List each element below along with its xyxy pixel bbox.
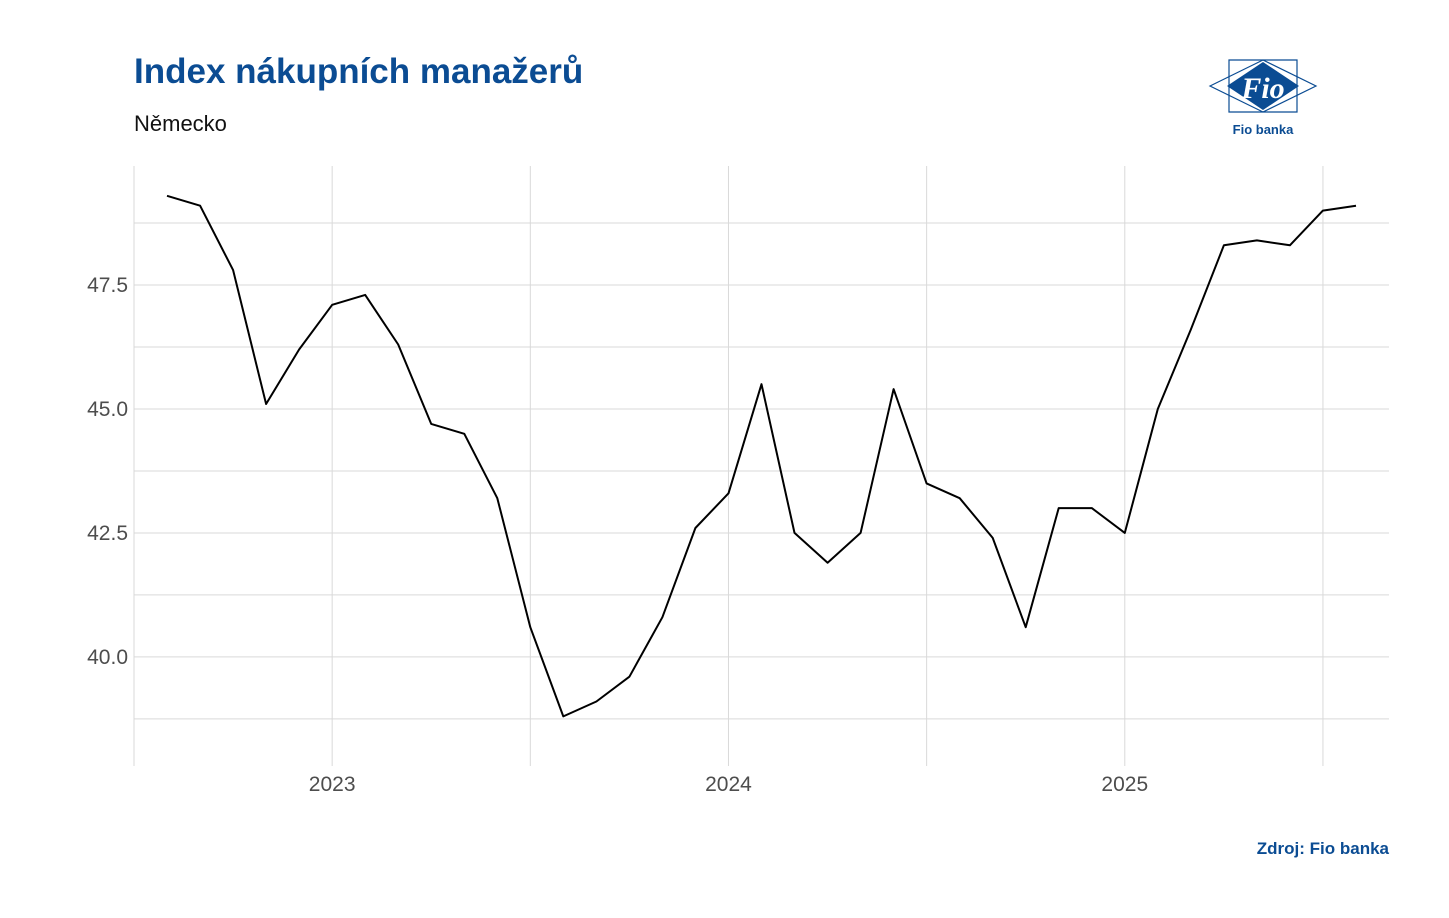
y-tick-label: 45.0	[87, 398, 128, 421]
series-line-0	[166, 194, 1357, 718]
chart-title: Index nákupních manažerů	[134, 52, 584, 91]
y-tick-label: 42.5	[87, 522, 128, 545]
logo-mark-text: Fio	[1240, 72, 1284, 105]
chart-subtitle: Německo	[134, 111, 227, 136]
logo-caption: Fio banka	[1233, 122, 1294, 137]
x-tick-label: 2023	[309, 773, 356, 796]
x-tick-label: 2024	[705, 773, 752, 796]
fio-banka-logo: Fio Fio banka	[1205, 56, 1321, 140]
y-tick-label: 40.0	[87, 646, 128, 669]
y-axis-ticks: 40.0 42.5 45.0 47.5	[87, 274, 128, 669]
y-tick-label: 47.5	[87, 274, 128, 297]
series-layer	[166, 194, 1357, 718]
minor-gridlines	[133, 166, 1324, 766]
fio-logo-mark: Fio Fio banka	[1208, 59, 1318, 137]
x-tick-label: 2025	[1101, 773, 1148, 796]
x-axis-ticks: 2023 2024 2025	[309, 773, 1148, 796]
source-note: Zdroj: Fio banka	[1256, 839, 1389, 858]
major-gridlines	[134, 222, 1389, 720]
